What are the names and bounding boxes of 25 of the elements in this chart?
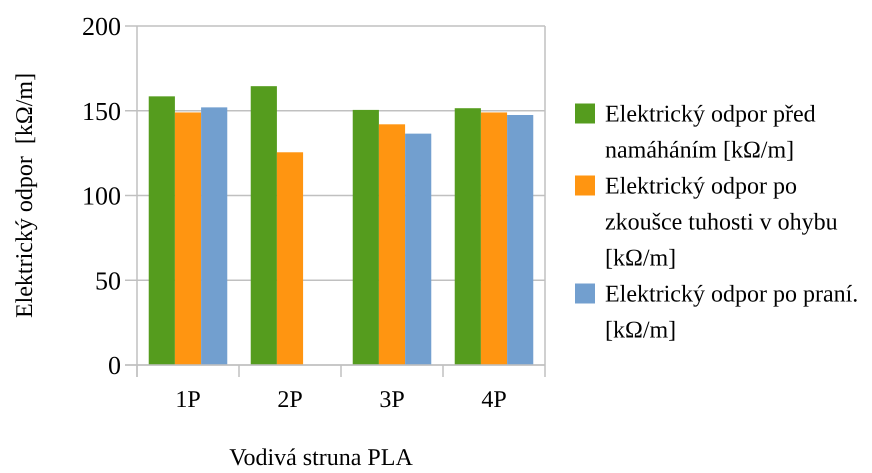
legend-label: Elektrický odpor po zkoušce tuhosti v ohybu [kΩ/m] bbox=[605, 174, 838, 272]
legend-label: Elektrický odpor před namáháním [kΩ/m] bbox=[605, 102, 816, 164]
x-axis-title: Vodivá struna PLA bbox=[229, 445, 414, 471]
x-tick-label: 3P bbox=[379, 387, 405, 413]
bar bbox=[454, 108, 481, 365]
bar bbox=[507, 114, 534, 365]
y-axis-title: Elektrický odpor [kΩ/m] bbox=[12, 72, 38, 318]
bar bbox=[250, 86, 277, 365]
bar bbox=[174, 112, 202, 365]
legend-label: Elektrický odpor po praní. [kΩ/m] bbox=[605, 282, 858, 344]
bar bbox=[148, 96, 175, 365]
y-tick-label: 200 bbox=[82, 12, 121, 42]
bar bbox=[201, 107, 228, 365]
bar bbox=[352, 110, 379, 365]
x-tick-label: 2P bbox=[277, 387, 303, 413]
x-tick-label: 1P bbox=[175, 387, 201, 413]
bar bbox=[405, 134, 432, 365]
bar bbox=[480, 112, 508, 365]
y-tick-label: 150 bbox=[82, 96, 121, 126]
y-tick-label: 0 bbox=[108, 351, 121, 380]
y-tick-label: 100 bbox=[82, 182, 121, 211]
bar bbox=[276, 152, 304, 365]
bar bbox=[378, 124, 406, 365]
y-tick-label: 50 bbox=[95, 266, 121, 296]
x-tick-label: 4P bbox=[481, 387, 507, 413]
